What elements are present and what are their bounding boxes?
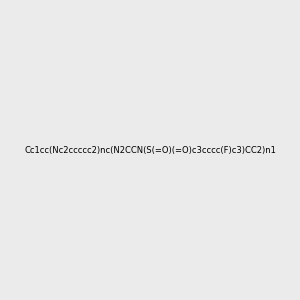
Text: Cc1cc(Nc2ccccc2)nc(N2CCN(S(=O)(=O)c3cccc(F)c3)CC2)n1: Cc1cc(Nc2ccccc2)nc(N2CCN(S(=O)(=O)c3cccc… bbox=[24, 146, 276, 154]
